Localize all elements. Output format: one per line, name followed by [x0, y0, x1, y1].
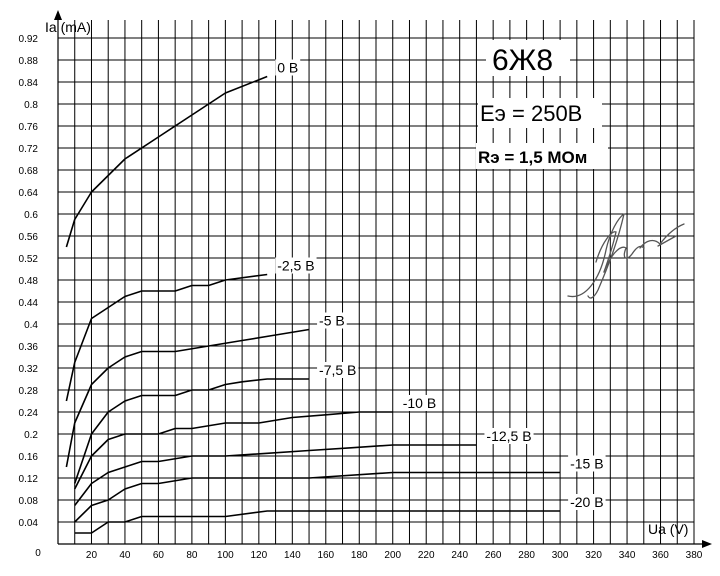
x-axis-arrow — [702, 540, 712, 548]
y-tick-label: 0.08 — [19, 496, 39, 507]
y-tick-label: 0.72 — [19, 144, 39, 155]
series-label: -10 В — [403, 395, 436, 411]
series-label-background — [484, 428, 534, 444]
x-tick-label: 20 — [86, 550, 98, 561]
x-tick-label: 260 — [485, 550, 502, 561]
y-tick-label: 0.92 — [19, 34, 39, 45]
y-tick-label: 0.24 — [19, 408, 39, 419]
series-label: -7,5 В — [319, 362, 356, 378]
x-tick-label: 360 — [652, 550, 669, 561]
x-tick-label: 140 — [284, 550, 301, 561]
series-line-3 — [73, 378, 310, 484]
title-background — [486, 40, 570, 76]
origin-tick-label: 0 — [35, 548, 41, 559]
x-tick-label: 240 — [451, 550, 468, 561]
annotation-2-background — [476, 143, 608, 169]
y-tick-label: 0.4 — [24, 320, 38, 331]
y-tick-label: 0.48 — [19, 276, 39, 287]
axes — [54, 10, 712, 548]
x-tick-label: 280 — [518, 550, 535, 561]
y-tick-label: 0.36 — [19, 342, 39, 353]
y-tick-label: 0.04 — [19, 518, 39, 529]
grid — [58, 20, 695, 544]
x-tick-label: 180 — [351, 550, 368, 561]
series-line-0 — [65, 75, 268, 248]
series-label: -12,5 В — [486, 428, 531, 444]
x-tick-label: 320 — [585, 550, 602, 561]
x-tick-label: 200 — [384, 550, 401, 561]
y-tick-label: 0.88 — [19, 56, 39, 67]
y-tick-label: 0.28 — [19, 386, 39, 397]
series-label-background — [400, 395, 439, 411]
series-line-6 — [74, 471, 561, 523]
chart-title: 6Ж8 — [492, 44, 553, 77]
series-label-background — [317, 312, 347, 329]
x-tick-label: 300 — [552, 550, 569, 561]
signature-scribble — [567, 213, 685, 299]
series-lines — [65, 75, 561, 534]
annotation-ee: Eэ = 250В — [480, 101, 582, 126]
series-label: -15 В — [570, 456, 603, 472]
series-label: -2,5 В — [277, 258, 314, 274]
y-axis-title: Ia (mA) — [45, 19, 91, 35]
series-label: -5 В — [319, 313, 345, 329]
series-label-background — [317, 362, 359, 378]
y-tick-label: 0.76 — [19, 122, 39, 133]
annotation-1-background — [478, 98, 602, 128]
x-tick-label: 100 — [217, 550, 234, 561]
x-tick-label: 40 — [119, 550, 131, 561]
y-tick-label: 0.52 — [19, 254, 39, 265]
annotation-re: Rэ = 1,5 МОм — [478, 148, 587, 167]
y-tick-label: 0.56 — [19, 232, 39, 243]
x-tick-label: 340 — [619, 550, 636, 561]
y-tick-label: 0.8 — [24, 100, 38, 111]
x-tick-label: 60 — [153, 550, 165, 561]
y-tick-label: 0.16 — [19, 452, 39, 463]
curve-labels: 0 В -2,5 В -5 В -7,5 В -10 В -12,5 В -15 В -20 … — [275, 59, 606, 510]
series-line-1 — [65, 273, 268, 402]
x-axis-title: Ua (V) — [648, 521, 688, 537]
series-line-7 — [74, 510, 561, 534]
series-line-4 — [73, 411, 393, 490]
y-tick-label: 0.2 — [24, 430, 38, 441]
series-label-background — [568, 494, 606, 510]
series-line-5 — [74, 444, 477, 506]
series-line-2 — [65, 328, 310, 468]
y-tick-label: 0.84 — [19, 78, 39, 89]
y-tick-label: 0.6 — [24, 210, 38, 221]
y-tick-label: 0.44 — [19, 298, 39, 309]
x-tick-label: 160 — [317, 550, 334, 561]
y-tick-label: 0.32 — [19, 364, 39, 375]
y-axis-arrow — [54, 10, 62, 20]
y-tick-label: 0.12 — [19, 474, 39, 485]
x-tick-label: 120 — [250, 550, 267, 561]
series-label: -20 В — [570, 494, 603, 510]
tick-labels: 20 40 60 80 100 120 140 160 180 200 220 240 260 280 30… — [19, 34, 703, 561]
series-label: 0 В — [277, 60, 298, 76]
series-label-background — [275, 59, 301, 76]
x-tick-label: 380 — [686, 550, 703, 561]
y-tick-label: 0.64 — [19, 188, 39, 199]
x-tick-label: 80 — [186, 550, 198, 561]
y-tick-label: 0.68 — [19, 166, 39, 177]
x-tick-label: 220 — [418, 550, 435, 561]
series-label-background — [275, 257, 317, 274]
series-label-background — [568, 455, 606, 472]
